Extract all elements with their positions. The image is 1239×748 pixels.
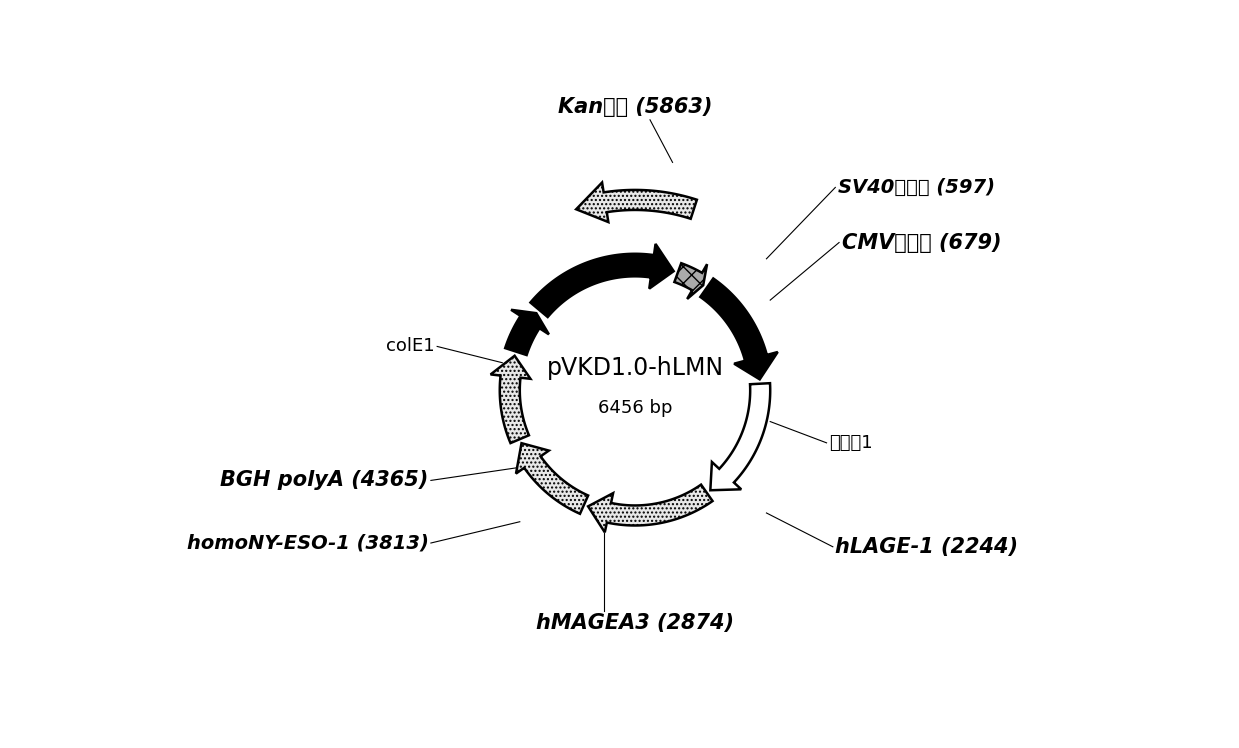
- Polygon shape: [506, 310, 549, 355]
- Text: 内含子1: 内含子1: [829, 434, 872, 452]
- Polygon shape: [576, 183, 696, 222]
- Text: CMV启动子 (679): CMV启动子 (679): [841, 233, 1001, 253]
- Text: 6456 bp: 6456 bp: [597, 399, 673, 417]
- Text: pVKD1.0-hLMN: pVKD1.0-hLMN: [546, 356, 724, 380]
- Polygon shape: [674, 263, 707, 299]
- Text: homoNY-ESO-1 (3813): homoNY-ESO-1 (3813): [187, 533, 429, 553]
- Polygon shape: [491, 356, 530, 443]
- Text: SV40增强子 (597): SV40增强子 (597): [838, 178, 995, 197]
- Polygon shape: [515, 443, 589, 514]
- Polygon shape: [700, 278, 778, 379]
- Polygon shape: [589, 485, 712, 533]
- Text: hLAGE-1 (2244): hLAGE-1 (2244): [835, 537, 1018, 557]
- Text: hMAGEA3 (2874): hMAGEA3 (2874): [536, 613, 733, 633]
- Text: BGH polyA (4365): BGH polyA (4365): [221, 470, 429, 491]
- Polygon shape: [710, 383, 771, 490]
- Text: colE1: colE1: [387, 337, 435, 355]
- Polygon shape: [530, 244, 674, 317]
- Text: Kan抗性 (5863): Kan抗性 (5863): [558, 97, 712, 117]
